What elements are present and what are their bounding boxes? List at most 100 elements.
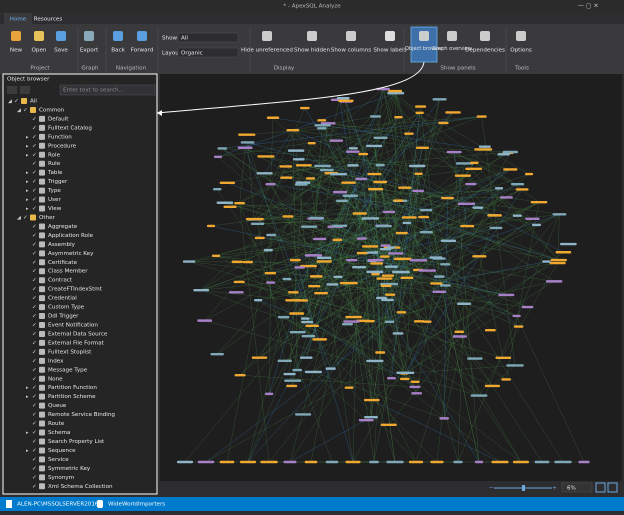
checkbox[interactable]: ✓ [32,170,37,176]
graph-node[interactable] [327,283,339,285]
graph-node[interactable] [375,351,385,353]
checkbox[interactable]: ✓ [32,269,37,275]
tree-label[interactable]: Procedure [48,143,77,149]
graph-node[interactable] [293,158,305,160]
graph-node[interactable] [578,461,589,463]
graph-node[interactable] [366,360,383,362]
tab[interactable]: Resources [34,17,63,23]
checkbox[interactable]: ✓ [32,305,37,311]
graph-node[interactable] [353,212,367,214]
graph-node[interactable] [388,90,402,92]
graph-node[interactable] [256,172,272,174]
tree-label[interactable]: External Data Source [48,331,108,337]
graph-node[interactable] [314,165,331,167]
graph-node[interactable] [458,203,475,205]
graph-node[interactable] [355,178,367,180]
expander[interactable]: ◢ [17,215,21,221]
graph-node[interactable] [358,153,368,155]
graph-node[interactable] [315,124,331,126]
button-icon[interactable] [447,31,457,41]
button-label[interactable]: Back [111,48,125,54]
graph-node[interactable] [440,263,450,265]
graph-node[interactable] [388,252,403,254]
graph-node[interactable] [282,215,293,217]
graph-node[interactable] [546,280,562,282]
tree-label[interactable]: Ddl Trigger [48,314,79,320]
graph-node[interactable] [305,461,318,463]
checkbox[interactable]: ✓ [32,403,37,409]
graph-node[interactable] [475,461,483,463]
graph-node[interactable] [357,237,367,239]
checkbox[interactable]: ✓ [32,340,37,346]
graph-node[interactable] [265,393,273,395]
graph-node[interactable] [369,461,379,463]
tree-label[interactable]: Role [48,152,61,158]
graph-node[interactable] [333,276,342,278]
graph-node[interactable] [338,100,354,102]
graph-node[interactable] [381,244,391,246]
checkbox[interactable]: ✓ [32,314,37,320]
graph-node[interactable] [252,356,268,358]
graph-node[interactable] [295,183,308,185]
graph-node[interactable] [326,461,339,463]
graph-node[interactable] [349,147,358,149]
checkbox[interactable]: ✓ [32,466,37,472]
graph-node[interactable] [373,181,387,183]
graph-node[interactable] [439,417,449,419]
graph-node[interactable] [479,145,491,147]
graph-node[interactable] [411,392,422,394]
graph-node[interactable] [251,223,264,225]
graph-node[interactable] [235,374,246,376]
graph-node[interactable] [385,321,395,323]
graph-node[interactable] [352,266,366,268]
graph-node[interactable] [383,211,395,213]
graph-node[interactable] [453,461,462,463]
graph-node[interactable] [314,292,328,294]
graph-node[interactable] [495,187,503,189]
graph-node[interactable] [474,148,492,150]
graph-node[interactable] [432,291,446,293]
graph-node[interactable] [260,461,277,463]
graph-node[interactable] [330,173,347,175]
tree-label[interactable]: Sequence [48,448,76,454]
graph-node[interactable] [301,225,317,227]
graph-node[interactable] [525,218,539,220]
tree-label[interactable]: Other [39,215,56,221]
graph-node[interactable] [207,225,215,227]
graph-node[interactable] [503,168,517,170]
tree-label[interactable]: None [48,376,63,382]
graph-node[interactable] [420,209,432,211]
graph-node[interactable] [434,275,445,277]
checkbox[interactable]: ✓ [32,206,37,212]
graph-node[interactable] [305,371,322,373]
button-label[interactable]: Dependencies [465,48,505,54]
graph-node[interactable] [445,111,460,113]
graph-node[interactable] [495,357,511,359]
graph-node[interactable] [317,127,326,129]
checkbox[interactable]: ✓ [32,457,37,463]
graph-node[interactable] [418,269,436,271]
checkbox[interactable]: ✓ [32,385,37,391]
button-icon[interactable] [34,31,44,41]
graph-node[interactable] [345,461,360,463]
tree-label[interactable]: Search Property List [48,439,105,445]
graph-node[interactable] [535,461,550,463]
graph-node[interactable] [472,207,483,209]
button-label[interactable]: Show labels [373,48,406,54]
graph-node[interactable] [381,424,397,426]
graph-node[interactable] [385,265,398,267]
expander[interactable]: ◢ [8,99,12,105]
graph-node[interactable] [423,320,432,322]
graph-node[interactable] [387,377,396,379]
expander[interactable]: ◢ [17,107,21,113]
graph-node[interactable] [347,164,358,166]
button-label[interactable]: Save [54,48,68,54]
graph-node[interactable] [531,201,548,203]
tree-label[interactable]: CreateFTIndexStmt [48,287,103,293]
graph-node[interactable] [241,141,255,143]
graph-node[interactable] [177,461,193,463]
graph-node[interactable] [477,115,487,117]
button-label[interactable]: Open [32,48,47,54]
tree-label[interactable]: Symmetric Key [48,466,91,472]
graph-node[interactable] [302,335,316,337]
